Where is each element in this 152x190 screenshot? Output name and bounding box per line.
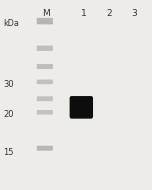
Text: M: M — [42, 9, 49, 17]
FancyBboxPatch shape — [37, 18, 53, 24]
Text: 15: 15 — [3, 148, 14, 158]
Text: 1: 1 — [81, 9, 86, 17]
FancyBboxPatch shape — [70, 96, 93, 119]
Text: 3: 3 — [131, 9, 137, 17]
FancyBboxPatch shape — [37, 80, 53, 84]
Text: kDa: kDa — [3, 19, 19, 28]
FancyBboxPatch shape — [37, 110, 53, 115]
Text: 20: 20 — [3, 110, 14, 120]
FancyBboxPatch shape — [37, 146, 53, 151]
FancyBboxPatch shape — [37, 96, 53, 101]
FancyBboxPatch shape — [37, 46, 53, 51]
Text: 30: 30 — [3, 80, 14, 89]
FancyBboxPatch shape — [37, 64, 53, 69]
Text: 2: 2 — [107, 9, 112, 17]
